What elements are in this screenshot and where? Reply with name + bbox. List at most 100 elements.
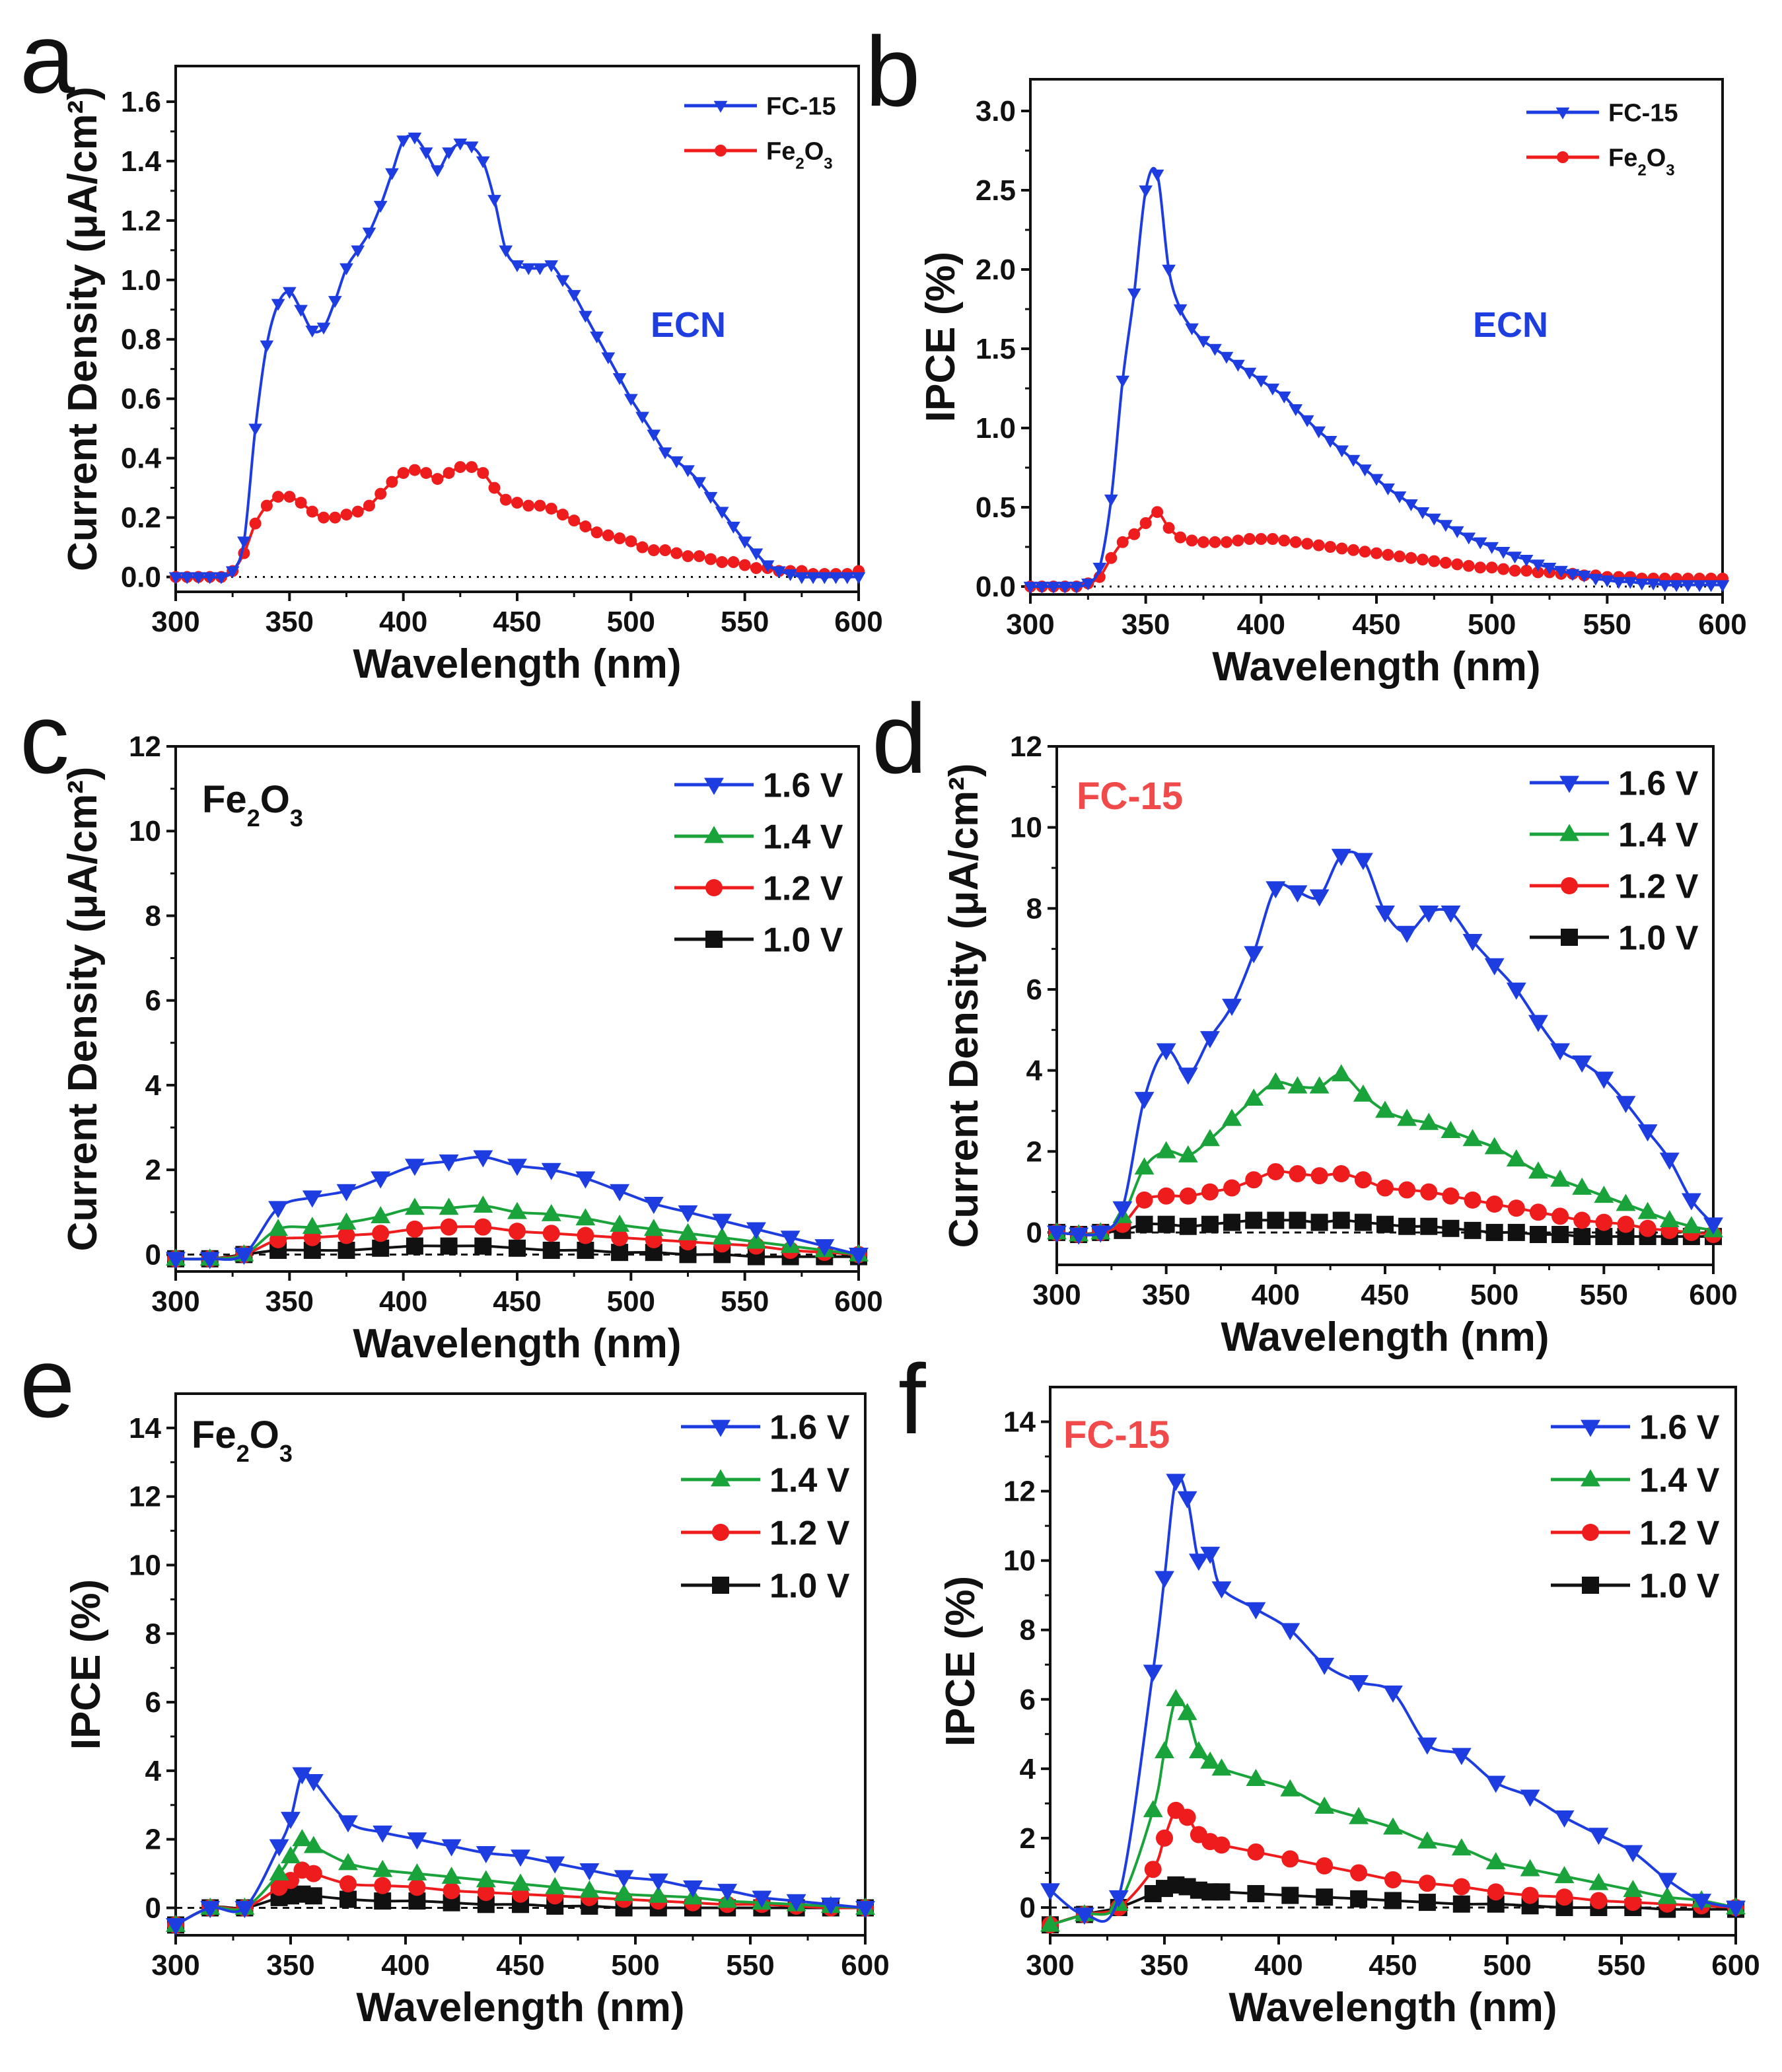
data-point bbox=[602, 529, 614, 542]
data-point bbox=[1244, 1088, 1264, 1106]
data-point bbox=[1314, 1797, 1335, 1814]
data-point bbox=[1393, 550, 1406, 563]
data-point bbox=[1681, 1193, 1701, 1211]
data-point bbox=[509, 1239, 526, 1257]
data-point bbox=[476, 156, 490, 168]
legend-label: 1.4 V bbox=[769, 1462, 850, 1500]
data-point bbox=[329, 511, 341, 524]
data-point bbox=[419, 147, 433, 160]
data-point bbox=[336, 1184, 357, 1201]
data-point bbox=[1162, 522, 1175, 534]
annotation-label: Fe2O3 bbox=[202, 778, 303, 832]
y-tick-label: 14 bbox=[129, 1412, 161, 1445]
data-point bbox=[1520, 1859, 1540, 1876]
series-line bbox=[175, 464, 859, 579]
series-fc-15 bbox=[1023, 166, 1730, 594]
legend-marker bbox=[712, 1577, 729, 1594]
data-point bbox=[647, 429, 661, 442]
series-1-2-v bbox=[1048, 1162, 1722, 1244]
data-point bbox=[302, 1217, 322, 1234]
data-point bbox=[477, 1884, 495, 1902]
data-point bbox=[692, 477, 707, 489]
data-point bbox=[303, 1774, 324, 1792]
data-point bbox=[1441, 906, 1461, 923]
legend-label: 1.6 V bbox=[763, 767, 843, 805]
data-point bbox=[1550, 1169, 1571, 1187]
data-point bbox=[1427, 513, 1441, 526]
data-point bbox=[1555, 1888, 1573, 1906]
data-point bbox=[1428, 555, 1441, 567]
legend: 1.6 V 1.4 V 1.2 V 1.0 V bbox=[681, 1409, 850, 1606]
x-axis-label: Wavelength (nm) bbox=[1212, 644, 1540, 690]
data-point bbox=[283, 491, 296, 503]
data-point bbox=[302, 1190, 322, 1208]
data-point bbox=[1681, 580, 1695, 592]
data-point bbox=[1485, 1196, 1503, 1213]
legend: FC-15 Fe2O3 bbox=[684, 93, 836, 172]
annotation-label: ECN bbox=[1473, 305, 1548, 345]
panel-label: e bbox=[20, 1327, 75, 1438]
data-point bbox=[466, 461, 478, 474]
data-point bbox=[1243, 533, 1256, 545]
y-tick-label: 1.0 bbox=[121, 264, 161, 297]
data-point bbox=[1375, 906, 1395, 923]
data-point bbox=[1404, 499, 1418, 511]
data-point bbox=[1681, 1216, 1701, 1234]
data-point bbox=[1565, 569, 1580, 581]
data-point bbox=[849, 1247, 869, 1265]
legend-marker bbox=[1559, 824, 1579, 841]
data-point bbox=[1157, 1187, 1175, 1205]
data-point bbox=[474, 1218, 492, 1236]
data-point bbox=[1314, 1657, 1335, 1675]
x-tick-label: 350 bbox=[1142, 1279, 1190, 1311]
data-point bbox=[442, 147, 456, 160]
data-point bbox=[338, 1227, 355, 1244]
legend-marker bbox=[1582, 1577, 1599, 1594]
data-point bbox=[1398, 1217, 1416, 1235]
data-point bbox=[703, 491, 718, 504]
data-point bbox=[199, 1252, 220, 1269]
data-point bbox=[1105, 552, 1118, 564]
data-point bbox=[1128, 528, 1141, 540]
data-point bbox=[439, 1197, 459, 1215]
data-point bbox=[1112, 1201, 1133, 1219]
data-point bbox=[294, 304, 308, 317]
annotation-label: FC-15 bbox=[1063, 1413, 1170, 1456]
data-point bbox=[1551, 1207, 1569, 1225]
data-point bbox=[511, 497, 523, 509]
data-point bbox=[610, 1184, 630, 1201]
data-point bbox=[1359, 546, 1371, 558]
data-point bbox=[1405, 552, 1417, 564]
data-point bbox=[1081, 579, 1095, 590]
data-point bbox=[659, 544, 672, 557]
data-point bbox=[1616, 1096, 1636, 1114]
data-point bbox=[1222, 999, 1242, 1017]
data-point bbox=[1156, 1829, 1173, 1847]
legend-label: Fe2O3 bbox=[1608, 145, 1675, 180]
data-point bbox=[1040, 1914, 1060, 1932]
data-point bbox=[1462, 933, 1483, 951]
data-point bbox=[1462, 1129, 1483, 1147]
data-point bbox=[614, 1884, 634, 1902]
data-point bbox=[678, 1223, 698, 1240]
data-point bbox=[225, 566, 240, 579]
data-point bbox=[474, 1237, 492, 1255]
data-point bbox=[1310, 1213, 1328, 1231]
plot-frame bbox=[174, 65, 860, 593]
y-tick-label: 4 bbox=[145, 1069, 162, 1102]
data-point bbox=[362, 227, 376, 240]
legend-label: 1.4 V bbox=[1639, 1462, 1720, 1500]
data-point bbox=[248, 423, 262, 436]
data-point bbox=[567, 290, 581, 303]
data-point bbox=[1551, 1226, 1569, 1244]
data-point bbox=[1692, 1894, 1712, 1911]
data-point bbox=[440, 1237, 458, 1255]
x-tick-label: 300 bbox=[151, 1285, 199, 1318]
data-point bbox=[556, 509, 569, 521]
data-point bbox=[1419, 1112, 1439, 1130]
data-point bbox=[1521, 1886, 1539, 1904]
data-point bbox=[1247, 1843, 1265, 1861]
data-point bbox=[1464, 1221, 1481, 1239]
data-point bbox=[1439, 520, 1453, 532]
y-tick-label: 1.0 bbox=[976, 412, 1016, 445]
